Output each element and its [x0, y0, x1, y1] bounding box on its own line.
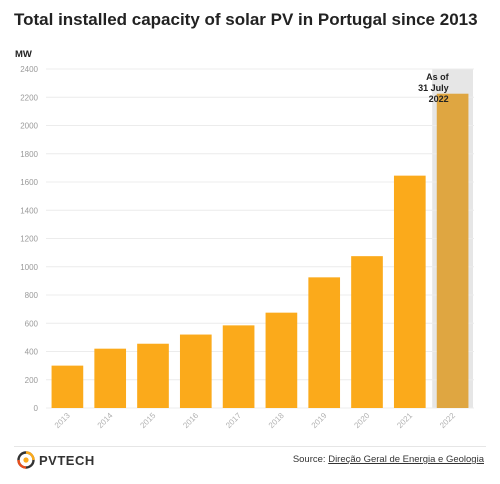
y-tick-label: 800	[25, 291, 39, 300]
y-tick-label: 0	[34, 404, 39, 413]
bar-2013	[51, 365, 84, 408]
source-prefix: Source:	[292, 454, 329, 465]
x-tick-label: 2022	[438, 411, 457, 430]
y-tick-label: 1000	[20, 263, 38, 272]
bar-chart: 0 200 400 600 800 1000 1200 1400 1600 1800 2000 220…	[15, 49, 474, 430]
y-tick-label: 2200	[20, 93, 38, 102]
x-tick-label: 2020	[352, 411, 371, 430]
y-tick-label: 1600	[20, 178, 38, 187]
x-tick-label: 2013	[53, 411, 72, 430]
x-tick-label: 2014	[96, 411, 115, 430]
y-tick-label: 1200	[20, 235, 38, 244]
y-tick-label: 600	[25, 319, 39, 328]
bar-2019	[308, 277, 341, 408]
y-tick-label: 200	[25, 376, 39, 385]
source-note: Source: Direção Geral de Energia e Geolo…	[293, 454, 484, 465]
bar-2020	[351, 256, 383, 408]
pv-tech-logo-icon	[17, 451, 35, 469]
logo-text: PVTECH	[39, 452, 95, 468]
bar-2021	[393, 175, 426, 408]
pv-tech-logo[interactable]: PVTECH	[16, 450, 95, 470]
source-link[interactable]: Direção Geral de Energia e Geologia	[328, 454, 484, 465]
bar-2015	[137, 343, 169, 408]
y-tick-label: 400	[25, 348, 39, 357]
annotation-line: 2022	[429, 94, 449, 104]
y-tick-label: 2000	[20, 122, 38, 131]
x-tick-label: 2015	[138, 411, 157, 430]
x-tick-label: 2016	[181, 411, 200, 430]
annotation-line: 31 July	[418, 83, 449, 93]
y-axis-label: MW	[15, 49, 32, 60]
y-tick-label: 2400	[20, 65, 38, 74]
bar-2014	[94, 348, 127, 408]
footer-divider	[14, 446, 486, 447]
x-tick-label: 2021	[395, 411, 414, 430]
x-tick-label: 2019	[310, 411, 329, 430]
bar-2017	[222, 325, 255, 408]
y-tick-label: 1800	[20, 150, 38, 159]
y-tick-label: 1400	[20, 206, 38, 215]
bar-2018	[265, 312, 298, 408]
chart-title: Total installed capacity of solar PV in …	[14, 10, 478, 29]
x-tick-label: 2017	[224, 411, 243, 430]
bar-2016	[179, 334, 212, 408]
bar-2022	[436, 93, 469, 408]
x-tick-label: 2018	[267, 411, 286, 430]
annotation-line: As of	[426, 72, 450, 82]
